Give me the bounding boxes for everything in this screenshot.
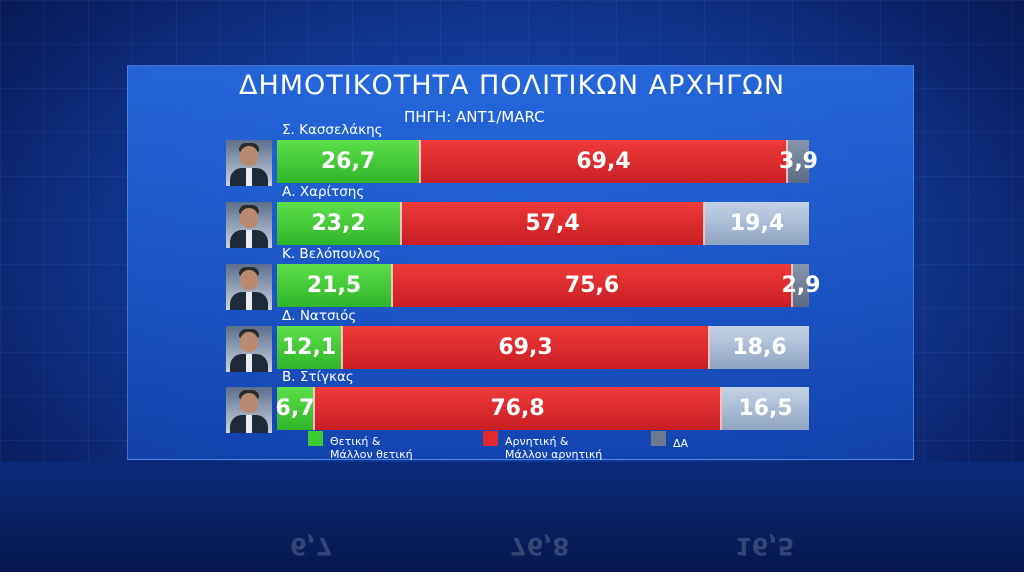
bar-row: Κ. Βελόπουλος 21,5 75,6 2,9	[0, 246, 1024, 310]
bar-segment-dk: 18,6	[710, 326, 809, 369]
stacked-bar: 21,5 75,6 2,9	[277, 264, 821, 307]
bar-segment-negative: 69,3	[341, 326, 710, 369]
bar-segment-positive: 12,1	[277, 326, 341, 369]
legend-label: ΔΑ	[673, 437, 689, 450]
bar-segment-negative: 76,8	[313, 387, 722, 430]
legend-swatch	[651, 431, 666, 446]
reflection-value: 16,5	[735, 532, 795, 560]
leader-name: Σ. Κασσελάκης	[282, 122, 383, 138]
chart-title: ΔΗΜΟΤΙΚΟΤΗΤΑ ΠΟΛΙΤΙΚΩΝ ΑΡΧΗΓΩΝ	[238, 70, 786, 101]
bar-segment-positive: 21,5	[277, 264, 391, 307]
bar-segment-negative: 57,4	[400, 202, 705, 245]
bar-row: Α. Χαρίτσης 23,2 57,4 19,4	[0, 184, 1024, 248]
bar-segment-dk: 19,4	[705, 202, 809, 245]
legend: Θετική & Μάλλον θετική Αρνητική & Μάλλον αρ…	[308, 431, 728, 465]
bar-row: Β. Στίγκας 6,7 76,8 16,5	[0, 369, 1024, 433]
studio-background: 6,7 76,8 16,5 ΔΗΜΟΤΙΚΟΤΗΤΑ ΠΟΛΙΤΙΚΩΝ ΑΡΧ…	[0, 0, 1024, 572]
bar-segment-positive: 26,7	[277, 140, 419, 183]
stacked-bar: 6,7 76,8 16,5	[276, 387, 809, 430]
leader-portrait	[226, 202, 272, 248]
legend-swatch	[483, 431, 498, 446]
leader-name: Α. Χαρίτσης	[282, 184, 365, 200]
leader-portrait	[226, 140, 272, 186]
legend-label: Θετική & Μάλλον θετική	[330, 435, 413, 461]
leader-name: Δ. Νατσιός	[282, 308, 357, 324]
leader-name: Κ. Βελόπουλος	[282, 246, 381, 262]
studio-floor: 6,7 76,8 16,5	[0, 462, 1024, 572]
bar-segment-positive: 6,7	[276, 387, 315, 430]
leader-portrait	[226, 387, 272, 433]
bar-row: Σ. Κασσελάκης 26,7 69,4 3,9	[0, 122, 1024, 186]
legend-swatch	[308, 431, 323, 446]
legend-label: Αρνητική & Μάλλον αρνητική	[505, 435, 603, 461]
stacked-bar: 12,1 69,3 18,6	[277, 326, 809, 369]
bar-row: Δ. Νατσιός 12,1 69,3 18,6	[0, 308, 1024, 372]
stacked-bar: 23,2 57,4 19,4	[277, 202, 809, 245]
leader-name: Β. Στίγκας	[282, 369, 354, 385]
bar-segment-dk: 3,9	[779, 140, 818, 183]
leader-portrait	[226, 264, 272, 310]
bar-segment-dk: 16,5	[722, 387, 809, 430]
bar-segment-negative: 69,4	[419, 140, 788, 183]
chart-source: ΠΗΓΗ: ANT1/MARC	[404, 108, 545, 126]
bar-segment-positive: 23,2	[277, 202, 400, 245]
bar-segment-negative: 75,6	[391, 264, 793, 307]
floor-reflection: 6,7 76,8 16,5	[290, 520, 810, 560]
stacked-bar: 26,7 69,4 3,9	[277, 140, 818, 183]
leader-portrait	[226, 326, 272, 372]
reflection-value: 76,8	[510, 532, 570, 560]
reflection-value: 6,7	[290, 532, 333, 560]
bar-segment-dk: 2,9	[782, 264, 821, 307]
